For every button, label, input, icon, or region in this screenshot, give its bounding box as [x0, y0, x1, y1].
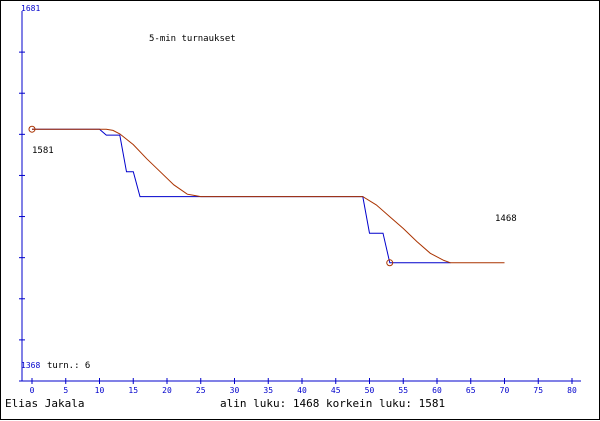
x-tick-label: 5 — [63, 386, 68, 395]
x-tick-label: 25 — [196, 386, 206, 395]
point-marker-1 — [28, 125, 36, 133]
x-tick-label: 50 — [365, 386, 375, 395]
player-name: Elias Jakala — [5, 397, 85, 410]
point-marker-2 — [386, 259, 394, 267]
x-tick-label: 75 — [533, 386, 543, 395]
x-tick-label: 40 — [297, 386, 307, 395]
x-tick-label: 70 — [500, 386, 510, 395]
x-tick-label: 80 — [567, 386, 577, 395]
chart-title: 5-min turnaukset — [149, 34, 236, 44]
x-tick-label: 20 — [162, 386, 172, 395]
rating-range-summary: alin luku: 1468 korkein luku: 1581 — [220, 397, 446, 410]
end-value-label: 1468 — [495, 214, 517, 224]
x-tick-label: 45 — [331, 386, 341, 395]
x-tick-label: 10 — [95, 386, 105, 395]
turns-label: turn.: 6 — [47, 361, 90, 371]
series-line-2 — [32, 128, 505, 264]
x-tick-label: 60 — [432, 386, 442, 395]
start-value-label: 1581 — [32, 146, 54, 156]
y-max-label: 1681 — [21, 4, 40, 13]
x-tick-label: 35 — [263, 386, 273, 395]
y-min-label: 1368 — [21, 361, 40, 370]
x-tick-label: 65 — [466, 386, 476, 395]
x-tick-label: 30 — [230, 386, 240, 395]
x-tick-label: 55 — [398, 386, 408, 395]
x-tick-label: 15 — [128, 386, 138, 395]
x-tick-label: 0 — [30, 386, 35, 395]
series-line-1 — [32, 128, 451, 264]
